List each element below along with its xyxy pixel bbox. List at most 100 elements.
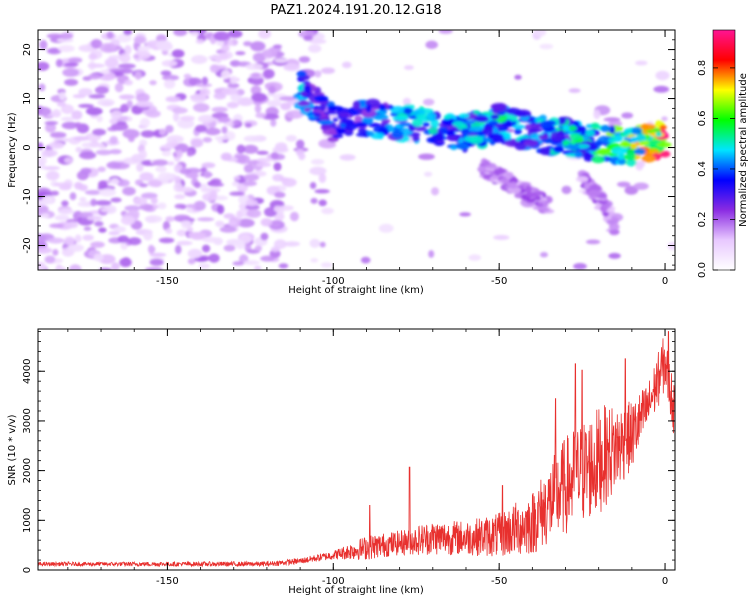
spectrogram-cell <box>258 30 272 39</box>
spectrogram-cell <box>332 117 339 122</box>
spectrogram-cell <box>539 147 551 156</box>
spectrogram-cell <box>641 154 656 163</box>
spectrogram-cell <box>469 135 484 145</box>
spectrogram-cell <box>403 107 413 115</box>
spectrogram-cell <box>124 79 133 86</box>
colorbar-tick-label: 0.6 <box>697 110 708 126</box>
spectrogram-cell <box>155 40 172 50</box>
spectrogram-cell <box>223 213 235 219</box>
spectrogram-cell <box>244 122 252 128</box>
spectrogram-cell <box>131 153 145 163</box>
spectrogram-cell <box>482 126 494 136</box>
spectrogram-cell <box>512 124 526 130</box>
spectrogram-cell <box>391 130 404 139</box>
spectrogram-cell <box>223 244 236 252</box>
spectrogram-cell <box>423 98 435 106</box>
spectrogram-cell <box>233 176 241 181</box>
spectrogram-cell <box>279 96 296 101</box>
spectrogram-cell <box>630 142 638 151</box>
spectrogram-cell <box>343 122 358 131</box>
spectrogram-cell <box>141 192 158 199</box>
spectrogram-cell <box>45 123 56 133</box>
spectrogram-cell <box>62 68 80 77</box>
spectrogram-cell <box>655 132 663 137</box>
spectrogram-cell <box>260 232 269 241</box>
spectrogram-cell <box>539 43 554 50</box>
spectrogram-cell <box>537 207 551 212</box>
spectrogram-cell <box>44 121 59 125</box>
spectrogram-cell <box>119 68 133 74</box>
spectrogram-cell <box>283 241 301 247</box>
spectrogram-cell <box>94 86 109 95</box>
spectrogram-cell <box>109 149 122 155</box>
x-tick-label: -100 <box>322 576 345 587</box>
spectrogram-cell <box>493 168 507 175</box>
spectrogram-cell <box>106 31 114 39</box>
spectrogram-cell <box>119 116 129 121</box>
spectrogram-cell <box>611 147 627 155</box>
spectrogram-cell <box>232 261 245 266</box>
spectrogram-cell <box>108 231 120 236</box>
y-tick-label: -10 <box>22 188 33 204</box>
spectrogram-cell <box>549 131 564 141</box>
spectrogram-cell <box>538 134 549 140</box>
spectrogram-cell <box>189 232 207 240</box>
spectrogram-cell <box>55 58 63 68</box>
spectrogram-cell <box>179 115 195 122</box>
spectrogram-cell <box>640 123 656 131</box>
spectrogram-cell <box>392 116 409 122</box>
spectrogram-cell <box>160 144 175 150</box>
spectrogram-cell <box>179 168 192 175</box>
spectrogram-cell <box>46 170 60 181</box>
spectrogram-cell <box>205 127 221 136</box>
spectrogram-cell <box>280 102 292 111</box>
spectrogram-cell <box>52 249 59 256</box>
spectrogram-cell <box>193 181 202 189</box>
spectrogram-cell <box>122 186 136 196</box>
spectrogram-cell <box>432 133 445 142</box>
spectrogram-cell <box>270 152 279 160</box>
spectrogram-cell <box>411 135 420 142</box>
spectrogram-cell <box>255 112 267 119</box>
spectrogram-cell <box>118 63 136 69</box>
spectrogram-cell <box>110 110 123 120</box>
spectrogram-cell <box>596 148 611 155</box>
spectrogram-cell <box>84 190 102 195</box>
spectrogram-cell <box>46 47 62 55</box>
spectrogram-cell <box>603 203 611 209</box>
spectrogram-cell <box>229 191 245 196</box>
spectrogram-cell <box>165 228 173 234</box>
spectrogram-cell <box>540 252 548 258</box>
spectrogram-cell <box>211 106 228 113</box>
spectrogram-cell <box>107 59 118 65</box>
spectrogram-cell <box>191 55 208 64</box>
spectrogram-cell <box>245 204 260 210</box>
spectrogram-cell <box>243 260 260 266</box>
spectrogram-cell <box>390 106 406 114</box>
spectrogram-cell <box>79 197 87 202</box>
spectrogram-cell <box>185 204 198 208</box>
colorbar-tick-label: 0.0 <box>697 262 708 278</box>
spectrogram-cell <box>221 126 228 134</box>
spectrogram-cell <box>137 45 151 52</box>
spectrogram-cell <box>309 166 327 176</box>
spectrogram-cell <box>266 100 282 107</box>
spectrogram-cell <box>358 127 367 134</box>
spectrogram-cell <box>99 69 111 75</box>
spectrogram-cell <box>203 187 221 193</box>
spectrogram-cell <box>75 146 82 153</box>
spectrogram-cell <box>399 122 412 127</box>
spectrogram-cell <box>426 112 437 120</box>
spectrogram-cell <box>655 70 670 81</box>
spectrogram-cell <box>217 116 231 123</box>
spectrogram-cell <box>319 141 337 149</box>
spectrogram-cell <box>38 246 53 254</box>
spectrogram-cell <box>368 122 381 128</box>
spectrogram-cell <box>242 180 257 187</box>
spectrogram-cell <box>524 185 532 194</box>
spectrogram-cell <box>80 167 92 175</box>
spectrogram-cell <box>236 210 243 220</box>
spectrogram-cell <box>507 186 522 194</box>
spectrogram-cell <box>213 31 230 41</box>
spectrogram-cell <box>228 220 237 227</box>
